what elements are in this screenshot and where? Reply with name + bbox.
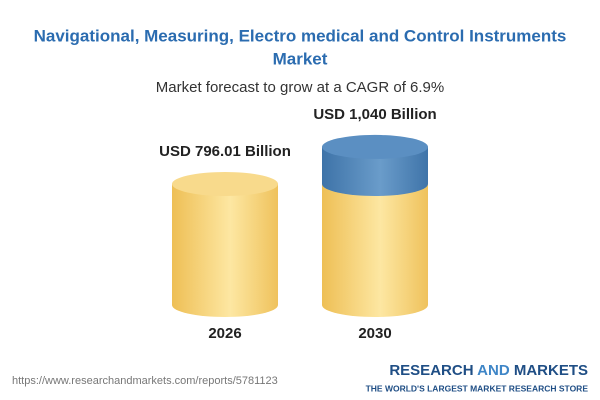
tagline: THE WORLD'S LARGEST MARKET RESEARCH STOR… [366,383,589,393]
x-tick-label: 2030 [358,325,391,342]
value-label: USD 1,040 Billion [313,106,436,123]
brand-word: AND [477,362,510,379]
brand: RESEARCH AND MARKETS [389,362,588,379]
source-url: https://www.researchandmarkets.com/repor… [12,375,278,387]
brand-word: MARKETS [514,362,588,379]
growth-top [322,134,428,159]
cylinder-top [172,172,278,197]
x-tick-label: 2026 [208,325,241,342]
chart-title: Market [273,49,328,68]
value-label: USD 796.01 Billion [159,143,291,160]
chart-title: Navigational, Measuring, Electro medical… [34,26,567,45]
brand-word: RESEARCH [389,362,473,379]
chart-subtitle: Market forecast to grow at a CAGR of 6.9… [156,79,444,96]
cylinder-body [322,184,428,305]
cylinder-body [172,184,278,305]
